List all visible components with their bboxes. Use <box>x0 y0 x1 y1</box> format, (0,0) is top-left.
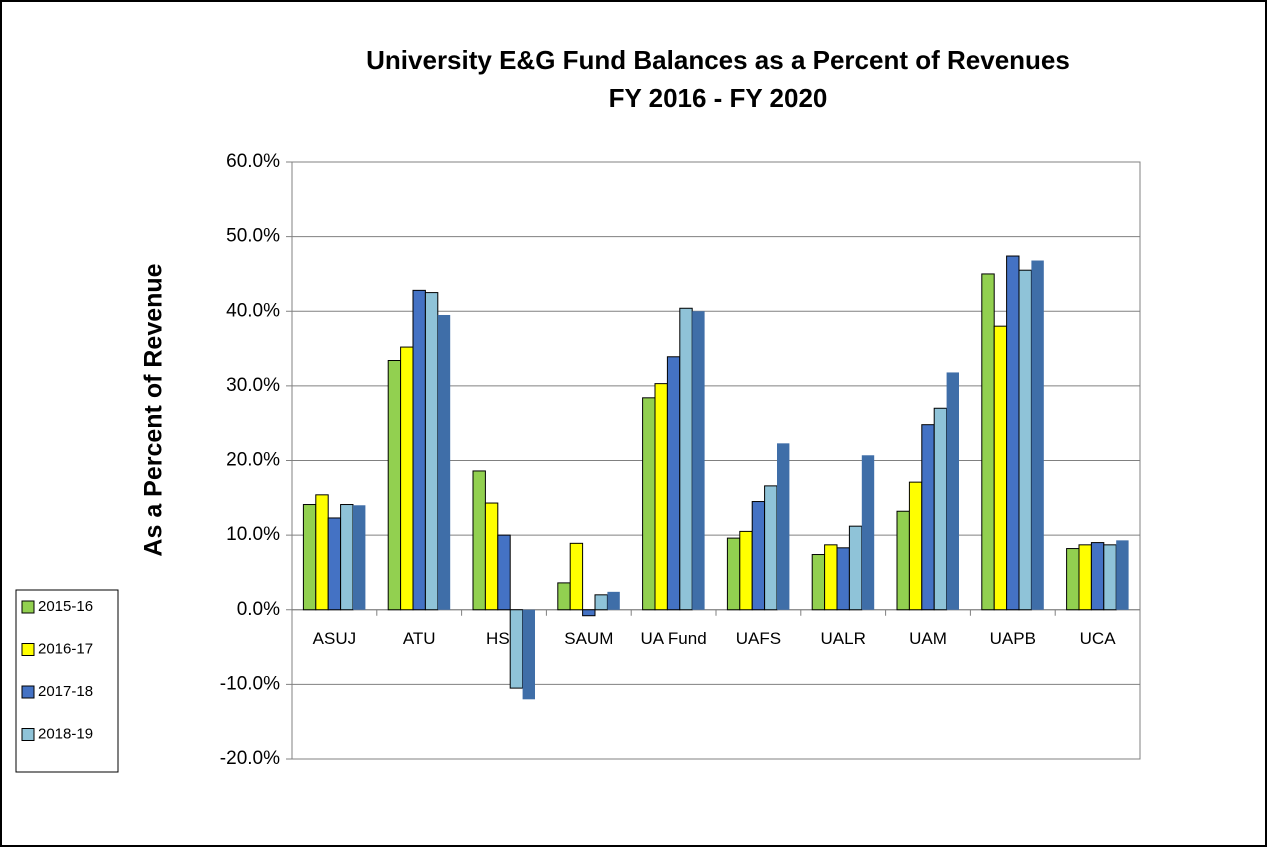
legend-label: 2016-17 <box>38 640 93 657</box>
bar <box>353 505 366 610</box>
plot-border <box>291 161 1141 760</box>
bar <box>993 325 1008 611</box>
bar <box>1018 269 1032 611</box>
x-tick-label: UALR <box>821 629 866 648</box>
legend-swatch <box>21 685 35 699</box>
bar <box>424 292 439 611</box>
bar <box>848 525 863 611</box>
legend-label: 2015-16 <box>38 598 93 615</box>
bar <box>1006 255 1020 611</box>
bar <box>472 470 486 611</box>
bar <box>666 356 681 611</box>
chart-title: University E&G Fund Balances as a Percen… <box>366 45 1070 75</box>
legend-swatch <box>21 643 35 656</box>
bar <box>522 609 535 700</box>
bar <box>946 372 959 610</box>
chart-subtitle: FY 2016 - FY 2020 <box>609 83 828 113</box>
bar <box>569 542 584 611</box>
bar <box>484 502 499 611</box>
legend-box <box>15 589 119 773</box>
bar <box>896 510 910 611</box>
y-tick-label: 0.0% <box>237 599 280 620</box>
legend-swatch <box>21 600 35 614</box>
bar <box>327 517 342 611</box>
bar <box>437 314 451 610</box>
x-tick-label: UA Fund <box>641 629 707 648</box>
x-tick-label: ASUJ <box>313 629 356 648</box>
bar <box>400 346 414 611</box>
bar <box>933 407 948 611</box>
bar <box>607 591 620 610</box>
y-tick-label: 50.0% <box>226 226 280 247</box>
bar <box>764 485 778 611</box>
legend-label: 2018-19 <box>38 725 93 742</box>
bar <box>981 273 995 611</box>
y-axis-label: As a Percent of Revenue <box>140 263 168 556</box>
bar <box>412 289 426 611</box>
bar <box>1090 542 1105 611</box>
y-tick-label: 60.0% <box>226 151 280 172</box>
x-tick-label: UAFS <box>736 629 781 648</box>
y-tick-label: 30.0% <box>226 375 280 396</box>
bar <box>340 504 354 611</box>
y-tick-label: 20.0% <box>226 450 280 471</box>
bar <box>861 455 875 610</box>
bar <box>777 443 790 610</box>
bar <box>908 481 923 611</box>
bar <box>811 554 826 611</box>
bar <box>654 383 668 611</box>
y-tick-label: 40.0% <box>226 300 280 321</box>
legend-swatch <box>21 728 35 741</box>
x-tick-label: UCA <box>1080 629 1117 648</box>
bar <box>497 534 511 611</box>
bar <box>642 397 656 611</box>
x-tick-label: ATU <box>403 629 436 648</box>
bar <box>1103 544 1117 611</box>
bar <box>594 594 608 611</box>
y-tick-label: -20.0% <box>220 748 280 769</box>
bar <box>1078 544 1092 611</box>
legend-label: 2017-18 <box>38 683 93 700</box>
bar <box>679 307 693 611</box>
x-tick-label: SAUM <box>564 629 613 648</box>
bar <box>557 582 571 611</box>
bar <box>387 360 402 611</box>
bar <box>726 537 741 611</box>
bar <box>509 609 524 689</box>
bar <box>315 494 329 611</box>
y-tick-label: -10.0% <box>220 673 280 694</box>
x-tick-label: UAM <box>909 629 947 648</box>
bar <box>836 547 850 611</box>
bar <box>582 609 596 617</box>
bar <box>824 544 838 611</box>
bar <box>921 424 935 611</box>
bar <box>1066 548 1080 611</box>
bar <box>739 530 753 611</box>
x-tick-label: UAPB <box>990 629 1036 648</box>
bar <box>692 311 705 610</box>
bar <box>1116 540 1129 610</box>
bar <box>1031 260 1044 610</box>
bar <box>302 504 317 611</box>
y-tick-label: 10.0% <box>226 524 280 545</box>
bar <box>751 501 766 611</box>
